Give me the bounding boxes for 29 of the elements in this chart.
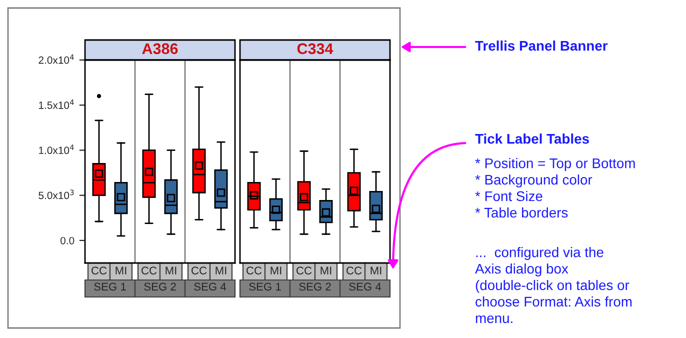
x-tick-label: SEG 4 xyxy=(349,282,382,291)
x-tick-label: SEG 1 xyxy=(94,282,126,291)
y-tick-label: 5.0x10$^{3}$ xyxy=(38,190,74,200)
y-tick-label: 1.5x10$^{4}$ xyxy=(39,100,74,109)
x-tick-label: SEG 1 xyxy=(249,282,281,291)
x-tick-label: SEG 2 xyxy=(144,282,176,291)
text: CC xyxy=(346,266,362,274)
text: MI xyxy=(370,266,382,274)
y-tick-label: 0.0 xyxy=(60,236,74,244)
chart-title: A386 xyxy=(142,43,178,54)
y-tick-label: 1.0x10$^{4}$ xyxy=(39,144,74,154)
text: MI xyxy=(320,266,332,274)
x-tick-label: SEG 4 xyxy=(194,282,226,291)
y-tick-label: 2.0x10$^{4}$ xyxy=(38,54,74,64)
chart-title: C334 xyxy=(297,43,334,54)
text: CC xyxy=(296,266,312,274)
text: Tick Label Tables xyxy=(475,134,589,144)
text: MI xyxy=(116,266,126,274)
text: MI xyxy=(216,266,226,274)
text: CC xyxy=(192,266,207,274)
text: MI xyxy=(270,266,282,274)
text: Trellis Panel Banner xyxy=(475,40,608,51)
text: CC xyxy=(246,266,262,274)
text: CC xyxy=(92,266,107,274)
x-tick-label: SEG 2 xyxy=(299,282,331,291)
text: MI xyxy=(166,266,176,274)
text: ... configured via the Axis dialog box (double-click on tables or choose Format: Axis from menu. xyxy=(475,247,632,324)
text: CC xyxy=(142,266,157,274)
text: * Position = Top or Bottom * Background color * Font Size * Table borders xyxy=(475,158,635,218)
